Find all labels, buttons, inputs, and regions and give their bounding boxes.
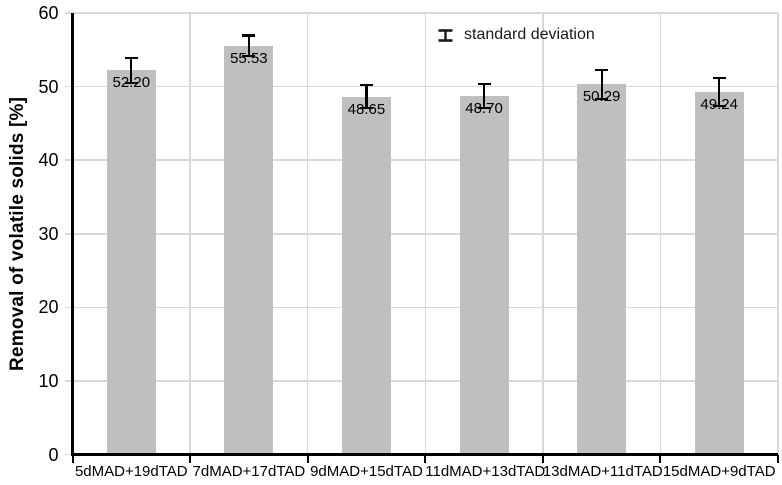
x-tick-label: 7dMAD+17dTAD — [192, 463, 306, 480]
error-bar-cap-top — [124, 56, 138, 59]
error-bar-cap-top — [477, 83, 491, 86]
x-tick-label: 13dMAD+11dTAD — [542, 463, 663, 480]
error-bar-line — [718, 78, 721, 107]
error-bar-cap-bottom — [242, 55, 256, 58]
error-bar-line — [247, 35, 250, 57]
x-axis-tick — [306, 454, 309, 463]
y-tick-label: 30 — [38, 223, 59, 244]
error-bar-cap-bottom — [477, 106, 491, 109]
gridline-v — [777, 13, 779, 455]
y-tick-label: 60 — [38, 3, 59, 23]
bar — [224, 45, 274, 455]
error-bar-cap-bottom — [359, 107, 373, 110]
bar — [694, 92, 744, 455]
y-axis-tick — [65, 453, 72, 456]
y-tick-label: 40 — [38, 150, 59, 171]
bar — [459, 96, 509, 455]
bar — [341, 96, 391, 455]
y-axis-tick — [65, 233, 72, 235]
error-bar-cap-top — [712, 77, 726, 80]
error-bar-cap-top — [242, 34, 256, 37]
y-axis-line — [71, 13, 74, 455]
error-bar-line — [365, 84, 368, 109]
y-tick-label: 50 — [38, 76, 59, 97]
x-tick-label: 15dMAD+9dTAD — [662, 463, 776, 480]
x-axis-tick — [71, 454, 74, 463]
error-bar-cap-bottom — [712, 105, 726, 108]
gridline-v — [424, 13, 426, 455]
x-axis-tick — [541, 454, 544, 463]
y-axis-tick — [65, 380, 72, 382]
x-tick-label: 5dMAD+19dTAD — [74, 463, 188, 480]
x-tick-label: 9dMAD+15dTAD — [310, 463, 423, 480]
error-bar-line — [130, 57, 133, 83]
y-axis-tick — [65, 306, 72, 309]
x-axis-tick — [777, 454, 779, 463]
error-bar-cap-bottom — [124, 81, 138, 84]
gridline-v — [306, 13, 309, 455]
error-bar-icon — [438, 28, 453, 42]
gridline-v — [659, 13, 662, 455]
gridline-v — [542, 13, 544, 455]
error-bar-line — [482, 84, 486, 108]
bar — [106, 70, 156, 455]
x-axis-tick — [659, 454, 662, 463]
x-axis-tick — [424, 454, 427, 463]
y-axis-tick — [65, 12, 72, 14]
y-axis-tick — [65, 159, 72, 161]
bar-value-label: 55.53 — [230, 49, 268, 67]
error-bar-cap-top — [595, 68, 609, 71]
bar — [577, 84, 627, 455]
y-axis-tick — [65, 85, 72, 88]
error-bar-cap-bottom — [595, 98, 609, 101]
legend-label: standard deviation — [464, 26, 595, 43]
x-tick-label: 11dMAD+13dTAD — [425, 463, 546, 480]
gridline-v — [189, 13, 191, 455]
y-tick-label: 0 — [48, 444, 59, 465]
x-axis-tick — [189, 454, 192, 463]
y-tick-label: 20 — [38, 297, 59, 318]
error-bar-cap-top — [359, 83, 373, 86]
y-tick-label: 10 — [38, 370, 59, 391]
legend: standard deviation — [436, 26, 595, 44]
error-bar-line — [600, 69, 603, 100]
